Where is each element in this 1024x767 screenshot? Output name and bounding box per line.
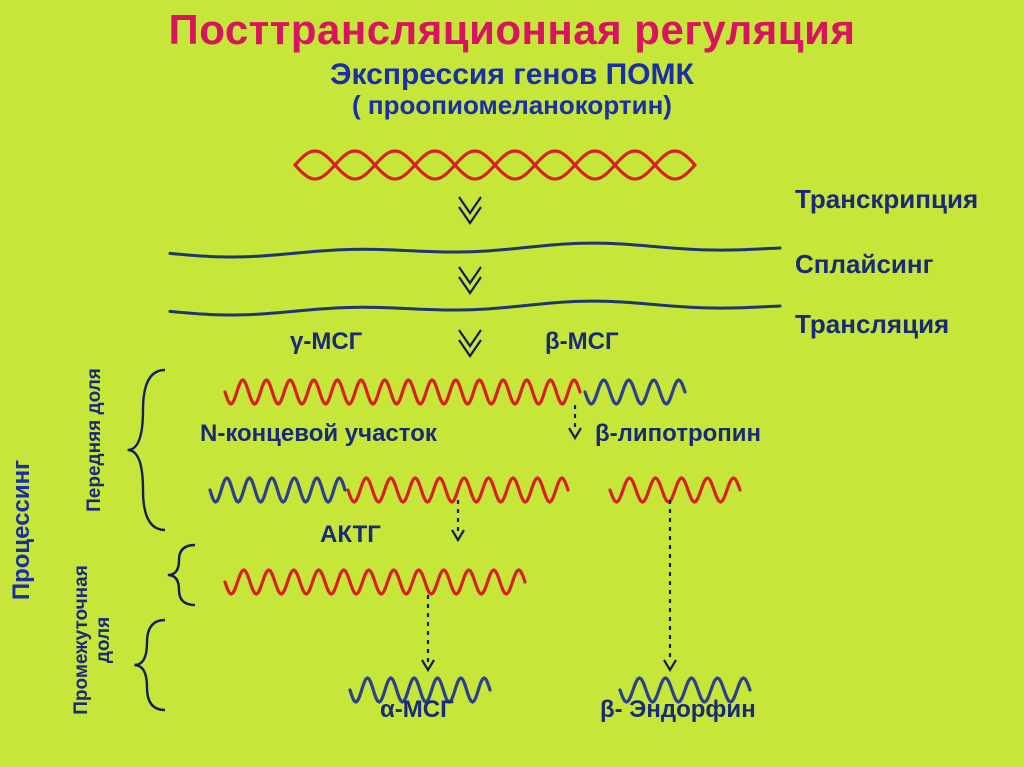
- inline-label-1: β-МСГ: [545, 328, 619, 356]
- inline-label-2: N-концевой участок: [200, 420, 437, 448]
- stage-label-0: Транскрипция: [795, 184, 978, 215]
- stage-label-2: Трансляция: [795, 309, 949, 340]
- vlabel-processing: Процессинг: [8, 460, 36, 600]
- inline-label-5: α-МСГ: [380, 696, 454, 724]
- vlabel-anterior: Передняя доля: [84, 368, 106, 512]
- inline-label-4: АКТГ: [320, 521, 381, 549]
- subtitle-1: Экспрессия генов ПОМК: [0, 58, 1024, 92]
- stage-label-1: Сплайсинг: [795, 249, 933, 280]
- inline-label-6: β- Эндорфин: [600, 696, 756, 724]
- inline-label-3: β-липотропин: [595, 420, 761, 448]
- vlabel-intermediate-1: Промежуточная: [71, 565, 93, 715]
- subtitle-2: ( проопиомеланокортин): [0, 90, 1024, 121]
- vlabel-intermediate-2: доля: [93, 617, 115, 663]
- slide: Посттрансляционная регуляция Экспрессия …: [0, 0, 1024, 767]
- main-title: Посттрансляционная регуляция: [0, 0, 1024, 54]
- inline-label-0: γ-МСГ: [290, 328, 362, 356]
